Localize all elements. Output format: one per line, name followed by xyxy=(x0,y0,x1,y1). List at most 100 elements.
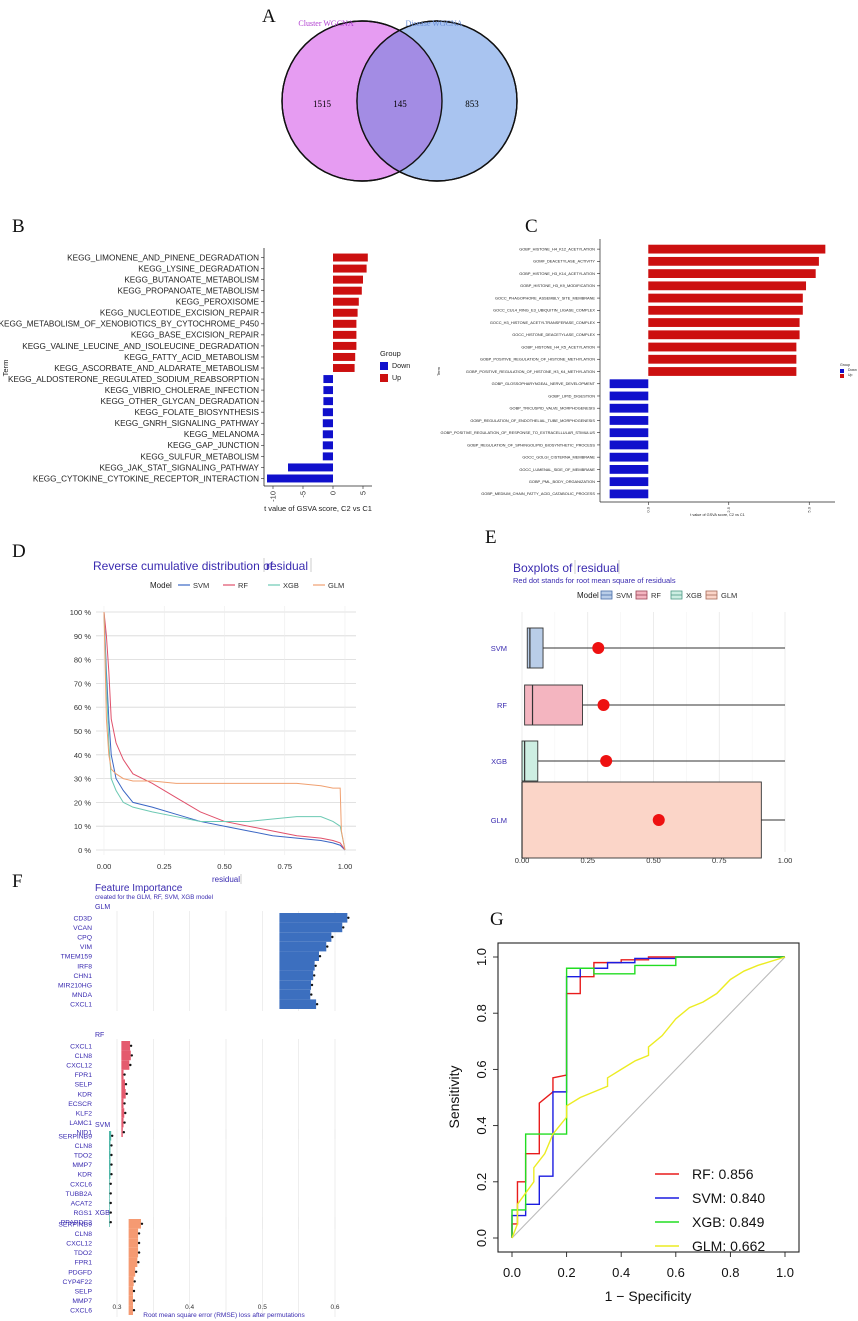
panel-label-e: E xyxy=(485,527,497,548)
category-label: KEGG_METABOLISM_OF_XENOBIOTICS_BY_CYTOCH… xyxy=(0,320,259,329)
legend-title: Group xyxy=(380,349,401,358)
importance-bar-acat2 xyxy=(109,1198,110,1208)
box-xgb xyxy=(521,740,539,782)
feature-label: CHN1 xyxy=(73,973,92,980)
y-tick-label: 90 % xyxy=(74,632,91,641)
feature-label: CXCL6 xyxy=(70,1308,92,1315)
venn-left-set-label: Cluster WGCNA xyxy=(298,19,353,28)
bar-kegg-fatty-acid-metabolism xyxy=(333,352,356,361)
feature-label: TDO2 xyxy=(74,1153,92,1160)
x-axis-title: t value of GSVA score, C2 vs C1 xyxy=(264,504,372,513)
y-tick-label: 30 % xyxy=(74,775,91,784)
x-tick-label: 5 xyxy=(359,491,368,495)
chart-title-variable: residual xyxy=(577,561,619,575)
importance-point xyxy=(137,1232,141,1235)
importance-bar-selp xyxy=(128,1286,133,1296)
feature-label: PDGFD xyxy=(68,1269,92,1276)
legend-label-down: Down xyxy=(392,362,410,370)
panel-g-roc-curves: 0.0 0.2 0.4 0.6 0.8 1.0 0.0 0.2 0.4 0.6 0.8 1.0 RF: … xyxy=(446,942,800,1304)
bar-kegg-metabolism-of-xenobiotics-by-cytochrome-p450 xyxy=(333,319,357,328)
category-label: GOBP_HISTONE_H4_K5_ACETYLATION xyxy=(521,344,595,349)
panel-label-b: B xyxy=(12,216,25,237)
category-label: KEGG_FATTY_ACID_METABOLISM xyxy=(124,353,259,362)
bar-kegg-melanoma xyxy=(322,430,333,439)
importance-bar-cln8 xyxy=(109,1140,111,1151)
bar-gobp-positive-regulation-of-histone-methylation xyxy=(648,354,797,364)
category-label: GOBP_PML_BODY_ORGANIZATION xyxy=(529,479,595,484)
feature-label: CLN8 xyxy=(75,1231,93,1238)
importance-point xyxy=(122,1131,126,1134)
feature-label: CXCL6 xyxy=(70,1181,92,1188)
group-title-glm: GLM xyxy=(95,904,110,911)
feature-label: SELP xyxy=(75,1289,93,1296)
x-tick-label: 0.6 xyxy=(330,1304,339,1311)
importance-bar-selp xyxy=(121,1079,125,1089)
y-tick-label: 0.2 xyxy=(474,1173,489,1191)
category-label: KEGG_JAK_STAT_SIGNALING_PATHWAY xyxy=(99,463,259,472)
importance-bar-kdr xyxy=(121,1089,126,1099)
importance-point xyxy=(315,1003,319,1006)
importance-point xyxy=(132,1289,136,1293)
importance-point xyxy=(310,993,313,996)
feature-label: NID1 xyxy=(77,1130,93,1137)
box-svm xyxy=(526,627,544,669)
importance-point xyxy=(331,935,334,939)
bar-gobp-histone-h3-k9-modification xyxy=(648,281,807,291)
feature-label: VIM xyxy=(80,944,92,951)
importance-bar-cxcl1 xyxy=(279,999,317,1009)
bar-kegg-limonene-and-pinene-degradation xyxy=(333,253,368,262)
bar-kegg-vibrio-cholerae-infection xyxy=(323,386,333,395)
importance-point xyxy=(130,1054,134,1057)
bar-gobp-glossopharyngeal-nerve-development xyxy=(609,379,649,389)
feature-label: MMP7 xyxy=(72,1162,92,1169)
category-label: KEGG_GAP_JUNCTION xyxy=(168,441,260,450)
feature-label: CPQ xyxy=(77,935,92,942)
category-label: GOBP_POSITIVE_REGULATION_OF_RESPONSE_TO_… xyxy=(441,430,596,435)
feature-label: CXCL1 xyxy=(70,1043,92,1050)
importance-point xyxy=(342,926,345,929)
legend-label-glm: GLM xyxy=(721,591,737,600)
y-axis-title: Term xyxy=(1,360,10,377)
legend-label-glm: GLM xyxy=(328,581,344,590)
y-category-label: SVM xyxy=(491,644,507,653)
bar-gobp-histone-h4-k5-acetylation xyxy=(648,342,797,352)
bar-kegg-gap-junction xyxy=(322,441,333,450)
category-label: GOCC_HISTONE_DEACETYLASE_COMPLEX xyxy=(512,332,595,337)
importance-point xyxy=(347,916,350,919)
importance-bar-mir210hg xyxy=(279,980,312,990)
bar-kegg-gnrh-signaling-pathway xyxy=(322,419,333,428)
y-tick-label: 100 % xyxy=(70,608,92,617)
feature-label: MMP7 xyxy=(72,1298,92,1305)
x-tick-label: 0.5 xyxy=(258,1304,267,1311)
category-label: KEGG_SULFUR_METABOLISM xyxy=(140,452,259,461)
feature-label: LAMC1 xyxy=(69,1120,92,1127)
importance-bar-cxcl12 xyxy=(121,1060,130,1070)
feature-label: KDR xyxy=(78,1172,92,1179)
x-tick-label: 0.00 xyxy=(97,862,112,871)
feature-label: CXCL1 xyxy=(70,1002,92,1009)
feature-label: KDR xyxy=(78,1091,92,1098)
importance-point xyxy=(137,1261,140,1264)
x-tick-label: 0.0 xyxy=(646,506,651,512)
chart-title-variable: residual xyxy=(266,559,308,573)
importance-bar-ppapdc3 xyxy=(109,1217,110,1227)
bar-kegg-sulfur-metabolism xyxy=(322,452,333,461)
bar-kegg-cytokine-cytokine-receptor-interaction xyxy=(267,474,333,483)
rmse-dot-svm xyxy=(592,642,605,654)
category-label: GOBP_HISTONE_H4_K12_ACETYLATION xyxy=(519,246,595,251)
importance-bar-vim xyxy=(279,941,327,952)
importance-bar-fpr1 xyxy=(121,1069,124,1080)
bar-gocc-golgi-cisterna-membrane xyxy=(609,452,649,462)
panel-d-residual-distribution: Reverse cumulative distribution ofresidu… xyxy=(70,558,356,884)
x-tick-label: 0.75 xyxy=(712,856,727,865)
bar-gobp-regulation-of-sphingolipid-biosynthetic-process xyxy=(609,440,649,450)
y-category-label: XGB xyxy=(491,757,507,766)
importance-bar-cln8 xyxy=(121,1050,131,1061)
feature-label: FPR1 xyxy=(75,1072,93,1079)
roc-curve-xgb xyxy=(511,956,785,1238)
x-axis-title: Root mean square error (RMSE) loss after… xyxy=(143,1312,305,1319)
importance-bar-tdo2 xyxy=(109,1150,111,1160)
chart-subtitle: created for the GLM, RF, SVM, XGB model xyxy=(95,894,213,901)
x-axis-title: t value of GSVA score, C2 vs C1 xyxy=(690,513,745,517)
x-tick-label: 0.8 xyxy=(721,1265,739,1280)
